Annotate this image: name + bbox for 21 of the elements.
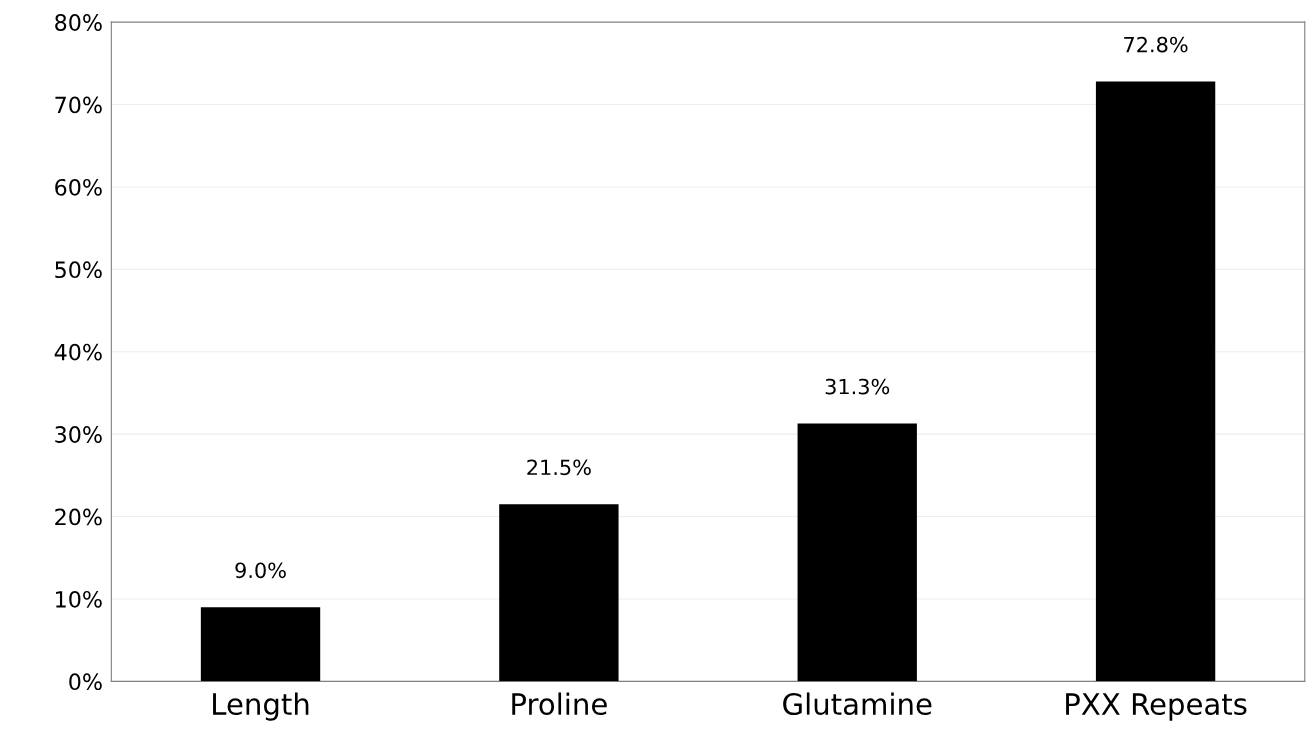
bar: [1095, 81, 1216, 682]
data-label: 72.8%: [1124, 36, 1188, 53]
y-tick-label: 40%: [54, 343, 102, 361]
data-label: 9.0%: [235, 562, 286, 579]
y-tick-label: 0%: [69, 673, 102, 691]
data-label: 21.5%: [527, 459, 591, 476]
x-tick-label: PXX Repeats: [1066, 693, 1247, 721]
x-tick-label: Proline: [512, 692, 607, 716]
data-label: 31.3%: [825, 378, 890, 395]
bar: [797, 423, 917, 682]
x-tick-label: Length: [213, 692, 309, 721]
x-tick-label: Glutamine: [783, 692, 932, 716]
y-tick-label: 80%: [55, 14, 102, 31]
y-tick-label: 70%: [55, 96, 102, 114]
y-tick-label: 60%: [55, 178, 102, 196]
y-tick-label: 50%: [55, 261, 102, 279]
y-tick-label: 10%: [56, 590, 102, 608]
bar: [499, 504, 619, 682]
y-tick-label: 20%: [55, 508, 102, 526]
bar: [200, 607, 321, 682]
y-tick-label: 30%: [55, 426, 102, 443]
